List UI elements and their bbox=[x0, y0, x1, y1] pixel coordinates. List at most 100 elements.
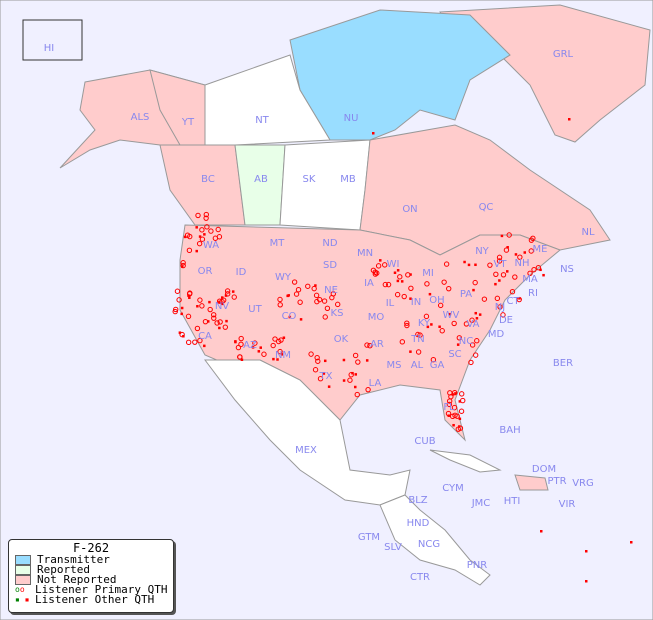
region-label: KS bbox=[331, 308, 344, 319]
listener-other-marker bbox=[234, 340, 237, 344]
not-reported-swatch bbox=[15, 575, 31, 585]
listener-other-marker bbox=[458, 417, 462, 421]
listener-other-marker bbox=[276, 358, 279, 361]
region-label: MS bbox=[387, 360, 402, 371]
listener-primary-marker bbox=[202, 318, 209, 325]
listener-primary-marker bbox=[295, 287, 302, 293]
region-label: NCG bbox=[418, 539, 440, 550]
region-hispaniola bbox=[514, 474, 549, 491]
listener-primary-marker bbox=[374, 270, 380, 276]
listener-primary-marker bbox=[348, 372, 354, 378]
region-label: CYM bbox=[442, 483, 464, 494]
region-label: HTI bbox=[504, 496, 521, 507]
listener-primary-marker bbox=[231, 294, 237, 300]
legend-title: F-262 bbox=[72, 541, 110, 555]
listener-other-marker bbox=[257, 350, 261, 353]
listener-primary-marker bbox=[472, 279, 478, 286]
region-label: SLV bbox=[384, 542, 402, 553]
listener-other-marker bbox=[259, 346, 262, 349]
listener-primary-marker bbox=[459, 391, 465, 397]
square-marker-icon: ▪ ▪ bbox=[15, 595, 30, 604]
listener-primary-marker bbox=[211, 315, 217, 321]
listener-primary-marker bbox=[192, 339, 198, 345]
listener-primary-marker bbox=[180, 262, 186, 269]
listener-other-marker bbox=[540, 530, 543, 533]
listener-primary-marker bbox=[423, 313, 430, 320]
listener-primary-marker bbox=[375, 263, 382, 269]
region-label: SC bbox=[448, 349, 461, 360]
listener-other-marker bbox=[454, 392, 457, 395]
listener-other-marker bbox=[183, 235, 187, 239]
listener-other-marker bbox=[280, 353, 284, 356]
listener-primary-marker bbox=[210, 312, 217, 318]
circle-marker-icon: oo bbox=[15, 585, 25, 594]
listener-primary-marker bbox=[487, 262, 493, 268]
listener-primary-marker bbox=[316, 296, 323, 303]
region-label: MA bbox=[522, 274, 538, 285]
listener-primary-marker bbox=[446, 398, 453, 404]
listener-primary-marker bbox=[455, 426, 461, 432]
region-label: CT bbox=[506, 296, 520, 307]
listener-primary-marker bbox=[297, 299, 303, 305]
listener-primary-marker bbox=[224, 288, 231, 294]
region-label: BAH bbox=[499, 425, 520, 436]
listener-primary-marker bbox=[321, 298, 328, 304]
listener-other-marker bbox=[225, 319, 228, 323]
listener-primary-marker bbox=[207, 306, 213, 313]
listener-primary-marker bbox=[531, 266, 537, 273]
listener-other-marker bbox=[220, 296, 224, 299]
listener-other-marker bbox=[206, 320, 210, 323]
listener-other-marker bbox=[400, 280, 404, 283]
listener-other-marker bbox=[458, 400, 462, 403]
region-label: PA bbox=[460, 289, 472, 300]
region-label: WI bbox=[387, 259, 400, 270]
listener-primary-marker bbox=[352, 352, 359, 359]
listener-primary-marker bbox=[397, 274, 403, 280]
listener-other-marker bbox=[379, 259, 382, 262]
listener-primary-marker bbox=[481, 296, 488, 302]
listener-primary-marker bbox=[272, 336, 278, 342]
listener-other-marker bbox=[188, 296, 191, 300]
listener-primary-marker bbox=[172, 308, 178, 315]
listener-primary-marker bbox=[199, 227, 205, 233]
region-label: MI bbox=[422, 268, 434, 279]
region-label: IA bbox=[364, 278, 374, 289]
listener-primary-marker bbox=[535, 265, 542, 271]
listener-primary-marker bbox=[186, 291, 193, 297]
listener-primary-marker bbox=[194, 325, 201, 332]
listener-other-marker bbox=[195, 249, 198, 253]
listener-other-marker bbox=[218, 300, 221, 304]
listener-other-marker bbox=[322, 372, 326, 375]
listener-primary-marker bbox=[365, 386, 371, 393]
listener-primary-marker bbox=[469, 342, 476, 348]
listener-primary-marker bbox=[203, 215, 209, 221]
listener-primary-marker bbox=[215, 226, 221, 233]
listener-primary-marker bbox=[315, 358, 321, 364]
listener-primary-marker bbox=[208, 228, 214, 234]
listener-primary-marker bbox=[415, 349, 422, 355]
region-label: RI bbox=[528, 288, 538, 299]
listener-other-marker bbox=[180, 312, 183, 316]
region-label: NM bbox=[275, 350, 291, 361]
listener-primary-marker bbox=[517, 254, 523, 260]
listener-primary-marker bbox=[437, 302, 444, 309]
listener-primary-marker bbox=[500, 312, 506, 318]
listener-other-marker bbox=[354, 373, 358, 376]
listener-primary-marker bbox=[530, 235, 536, 242]
listener-primary-marker bbox=[322, 314, 328, 320]
listener-primary-marker bbox=[293, 291, 300, 297]
region-label: GRL bbox=[553, 49, 574, 60]
listener-primary-marker bbox=[212, 235, 219, 241]
listener-primary-marker bbox=[308, 351, 314, 357]
listener-other-marker bbox=[396, 279, 400, 283]
region-label: MB bbox=[340, 174, 356, 185]
region-label: VA bbox=[466, 319, 479, 330]
region-label: OH bbox=[429, 295, 444, 306]
listener-primary-marker bbox=[214, 320, 220, 326]
listener-other-marker bbox=[287, 294, 290, 297]
listener-other-marker bbox=[523, 251, 527, 254]
listener-other-marker bbox=[568, 118, 571, 121]
listener-other-marker bbox=[630, 541, 633, 544]
region-label: HND bbox=[407, 518, 430, 529]
region-label: IL bbox=[386, 298, 395, 309]
